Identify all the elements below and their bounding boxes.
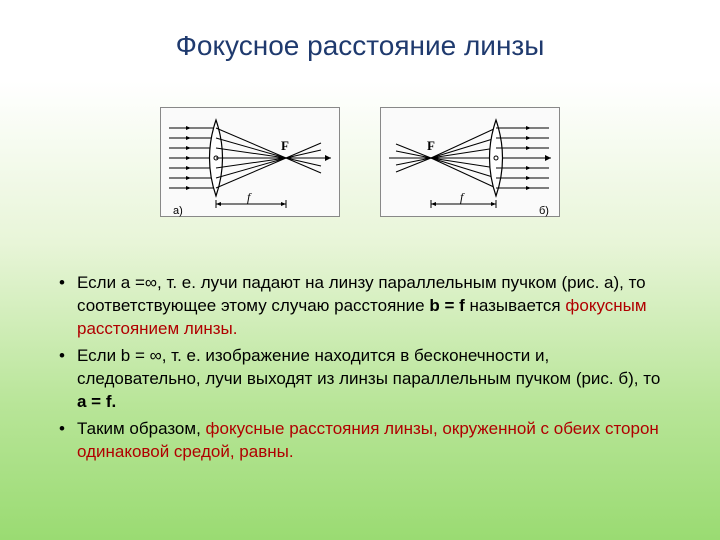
slide-title: Фокусное расстояние линзы: [0, 0, 720, 62]
diagram-a: F f а): [160, 107, 340, 217]
lens-converging-b-icon: F f б): [381, 108, 561, 218]
caption-b: б): [539, 205, 549, 217]
bullet-2: Если b = ∞, т. е. изображение находится …: [55, 345, 665, 414]
focal-length-label: f: [460, 190, 465, 204]
caption-a: а): [173, 205, 183, 217]
bullet-2-text-1: Если b = ∞, т. е. изображение находится …: [77, 346, 660, 388]
focal-point-label: F: [281, 138, 289, 153]
bullet-1-bold: b = f: [429, 296, 464, 315]
bullet-3: Таким образом, фокусные расстояния линзы…: [55, 418, 665, 464]
bullet-3-text-1: Таким образом,: [77, 419, 206, 438]
diagram-b: F f б): [380, 107, 560, 217]
focal-point-label: F: [427, 138, 435, 153]
lens-converging-a-icon: F f а): [161, 108, 341, 218]
bullet-1: Если а =∞, т. е. лучи падают на линзу па…: [55, 272, 665, 341]
bullet-list: Если а =∞, т. е. лучи падают на линзу па…: [55, 272, 665, 464]
bullet-2-bold: a = f.: [77, 392, 116, 411]
focal-length-label: f: [247, 190, 252, 204]
bullet-1-text-2: называется: [465, 296, 566, 315]
diagram-row: F f а): [0, 107, 720, 217]
